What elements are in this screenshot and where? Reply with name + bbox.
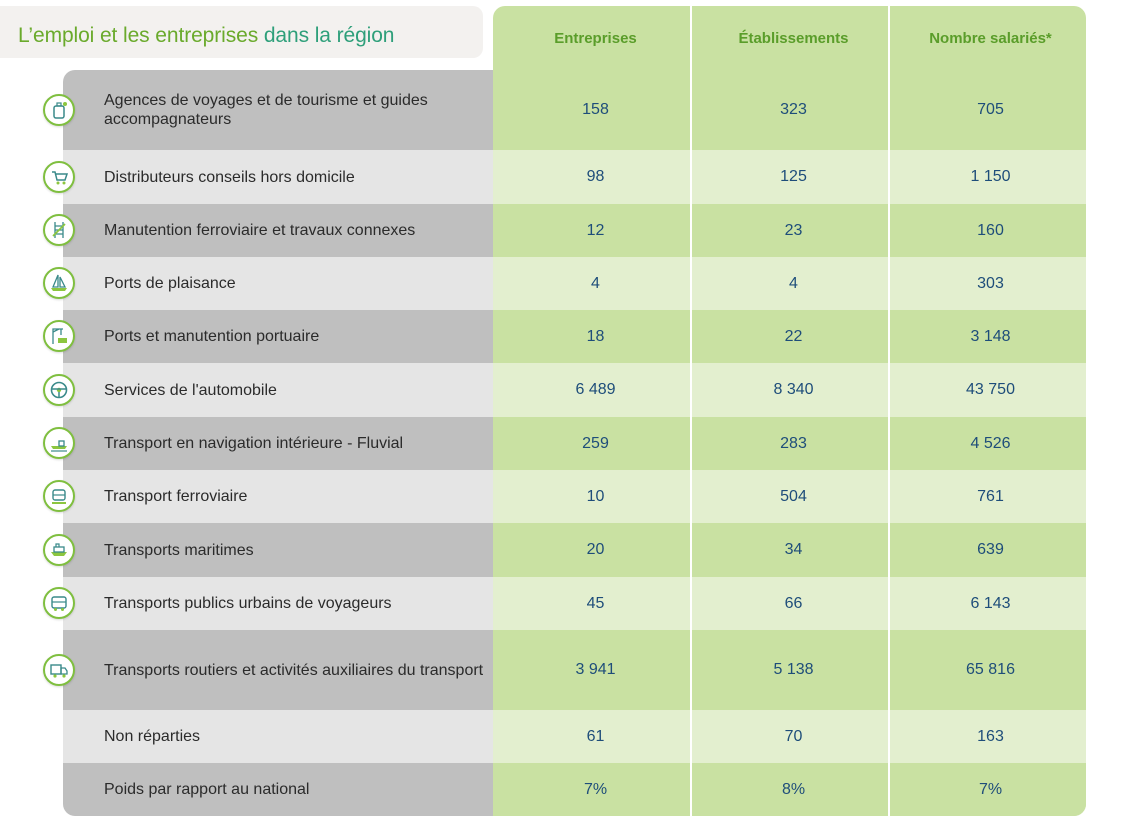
cell-salaries: 43 750 — [966, 381, 1015, 398]
row-label: Transport en navigation intérieure - Flu… — [104, 435, 404, 452]
title-box: L’emploi et les entreprises dans la régi… — [0, 6, 483, 58]
cell-entreprises: 3 941 — [575, 661, 616, 678]
row-label: Transports maritimes — [104, 541, 254, 559]
cell-salaries: 65 816 — [966, 661, 1015, 678]
train-icon — [43, 480, 75, 512]
table-row: Transports maritimes 20 34 639 — [0, 523, 1127, 577]
table-row: Transports routiers et activités auxilia… — [0, 630, 1127, 710]
cell-etablissements: 504 — [780, 487, 807, 505]
cell-entreprises: 20 — [586, 541, 605, 558]
page-title: L’emploi et les entreprises dans la régi… — [18, 24, 394, 48]
steering-wheel-icon — [43, 374, 75, 406]
cell-entreprises: 6 489 — [575, 381, 616, 398]
header-etablissements: Établissements — [738, 29, 849, 47]
barge-icon — [43, 427, 75, 459]
row-label: Transports publics urbains de voyageurs — [104, 595, 392, 612]
table-row: Poids par rapport au national 7% 8% 7% — [0, 763, 1127, 816]
cell-etablissements: 8% — [781, 780, 806, 798]
row-label: Poids par rapport au national — [104, 781, 310, 798]
cell-salaries: 3 148 — [970, 327, 1011, 345]
cell-etablissements: 70 — [784, 727, 803, 745]
cell-entreprises: 7% — [583, 780, 608, 798]
table-row: Non réparties 61 70 163 — [0, 710, 1127, 763]
cell-etablissements: 283 — [780, 434, 807, 452]
cell-etablissements: 8 340 — [773, 381, 814, 398]
table-row: Manutention ferroviaire et travaux conne… — [0, 204, 1127, 257]
cell-etablissements: 34 — [784, 541, 803, 558]
rail-tools-icon — [43, 214, 75, 246]
title-part2: dans la région — [263, 24, 395, 47]
cell-salaries: 4 526 — [970, 434, 1011, 452]
cell-entreprises: 158 — [582, 101, 609, 118]
cell-salaries: 303 — [977, 274, 1004, 292]
cell-etablissements: 323 — [780, 101, 807, 118]
cell-entreprises: 45 — [586, 594, 605, 612]
cell-salaries: 705 — [977, 101, 1004, 118]
cell-salaries: 7% — [978, 780, 1003, 798]
row-label: Manutention ferroviaire et travaux conne… — [104, 222, 416, 239]
table-row: Ports et manutention portuaire 18 22 3 1… — [0, 310, 1127, 363]
cell-etablissements: 5 138 — [773, 661, 814, 678]
table-row: Agences de voyages et de tourisme et gui… — [0, 70, 1127, 150]
cell-entreprises: 4 — [591, 274, 600, 292]
cell-etablissements: 125 — [780, 168, 807, 185]
sailboat-icon — [43, 267, 75, 299]
cart-icon — [43, 161, 75, 193]
cell-entreprises: 98 — [586, 168, 605, 185]
cell-etablissements: 23 — [784, 221, 803, 239]
row-label: Ports et manutention portuaire — [104, 328, 320, 345]
table-row: Transport ferroviaire 10 504 761 — [0, 470, 1127, 523]
row-label: Transports routiers et activités auxilia… — [104, 661, 484, 679]
truck-icon — [43, 654, 75, 686]
cell-entreprises: 259 — [582, 434, 609, 452]
cell-entreprises: 18 — [586, 327, 605, 345]
row-label: Ports de plaisance — [104, 275, 236, 292]
bus-icon — [43, 587, 75, 619]
table-row: Distributeurs conseils hors domicile 98 … — [0, 150, 1127, 204]
cell-entreprises: 61 — [586, 727, 605, 745]
column-divider — [690, 6, 692, 816]
cell-salaries: 6 143 — [970, 594, 1011, 612]
table-row: Transports publics urbains de voyageurs … — [0, 577, 1127, 630]
title-part1: L’emploi et les entreprises — [18, 24, 259, 47]
row-label: Distributeurs conseils hors domicile — [104, 168, 355, 186]
table-row: Transport en navigation intérieure - Flu… — [0, 417, 1127, 470]
crane-icon — [43, 320, 75, 352]
row-label: Non réparties — [104, 728, 201, 745]
suitcase-icon — [43, 94, 75, 126]
cell-etablissements: 4 — [789, 274, 798, 292]
cell-salaries: 160 — [977, 221, 1004, 239]
cell-etablissements: 66 — [784, 594, 803, 612]
cell-salaries: 761 — [977, 487, 1004, 505]
row-label: Agences de voyages et de tourisme et gui… — [104, 92, 428, 128]
column-divider — [888, 6, 890, 816]
cell-salaries: 1 150 — [970, 168, 1011, 185]
ship-icon — [43, 534, 75, 566]
row-label: Services de l'automobile — [104, 381, 277, 399]
table-row: Ports de plaisance 4 4 303 — [0, 257, 1127, 310]
cell-entreprises: 12 — [586, 221, 605, 239]
cell-salaries: 163 — [977, 727, 1004, 745]
header-entreprises: Entreprises — [554, 29, 637, 47]
cell-salaries: 639 — [977, 541, 1004, 558]
row-label: Transport ferroviaire — [104, 488, 248, 505]
header-salaries: Nombre salariés* — [929, 29, 1052, 47]
table-row: Services de l'automobile 6 489 8 340 43 … — [0, 363, 1127, 417]
cell-entreprises: 10 — [586, 487, 605, 505]
cell-etablissements: 22 — [784, 327, 803, 345]
